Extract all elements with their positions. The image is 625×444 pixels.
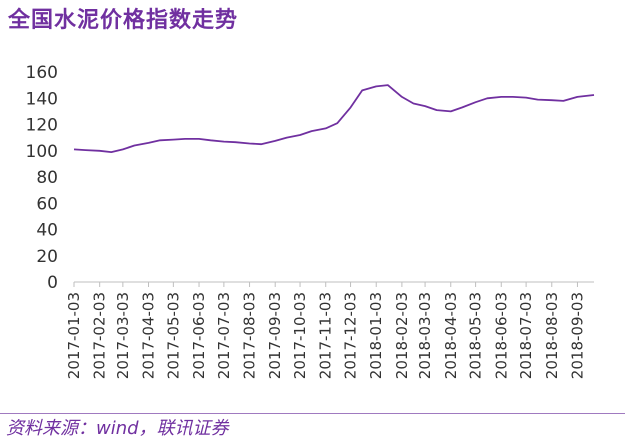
- chart-title: 全国水泥价格指数走势: [8, 8, 239, 33]
- x-tick-label: 2017-06-03: [190, 292, 208, 379]
- x-tick-label: 2018-01-03: [367, 292, 385, 379]
- source-divider: [0, 413, 625, 414]
- x-tick-label: 2017-09-03: [266, 292, 284, 379]
- x-tick-label: 2018-06-03: [492, 292, 510, 379]
- x-tick-label: 2018-02-03: [393, 292, 411, 379]
- y-tick-label: 140: [26, 89, 58, 109]
- x-tick-label: 2017-05-03: [164, 292, 182, 379]
- x-tick-label: 2017-01-03: [65, 292, 83, 379]
- plot-area: [73, 84, 595, 154]
- y-tick-label: 120: [26, 116, 58, 136]
- line-chart: 0 20 40 60 80 100 120 140 160 2017-01-03 2017-02-…: [26, 63, 595, 379]
- series-line: [73, 84, 595, 154]
- y-tick-label: 60: [36, 194, 58, 214]
- x-tick-label: 2017-10-03: [291, 292, 309, 379]
- y-tick-label: 20: [36, 247, 58, 267]
- x-tick-label: 2018-05-03: [467, 292, 485, 379]
- x-tick-label: 2017-08-03: [241, 292, 259, 379]
- x-tick-label: 2017-12-03: [342, 292, 360, 379]
- x-tick-label: 2018-08-03: [543, 292, 561, 379]
- x-tick-label: 2017-11-03: [317, 292, 335, 379]
- x-tick-label: 2018-07-03: [517, 292, 535, 379]
- x-tick-label: 2018-04-03: [442, 292, 460, 379]
- x-tick-label: 2017-04-03: [140, 292, 158, 379]
- y-tick-label: 100: [26, 142, 58, 162]
- x-axis: 2017-01-03 2017-02-03 2017-03-03 2017-04-03…: [65, 281, 594, 379]
- x-tick-label: 2018-09-03: [568, 292, 586, 379]
- x-tick-label: 2017-03-03: [114, 292, 132, 379]
- y-tick-label: 40: [36, 221, 58, 241]
- x-tick-label: 2018-03-03: [416, 292, 434, 379]
- source-note: 资料来源：wind，联讯证券: [6, 418, 229, 439]
- x-tick-label: 2017-02-03: [91, 292, 109, 379]
- x-tick-label: 2017-07-03: [215, 292, 233, 379]
- y-tick-label: 80: [36, 168, 58, 188]
- y-tick-label: 0: [47, 273, 58, 293]
- y-tick-label: 160: [26, 63, 58, 83]
- y-axis: 0 20 40 60 80 100 120 140 160: [26, 63, 58, 293]
